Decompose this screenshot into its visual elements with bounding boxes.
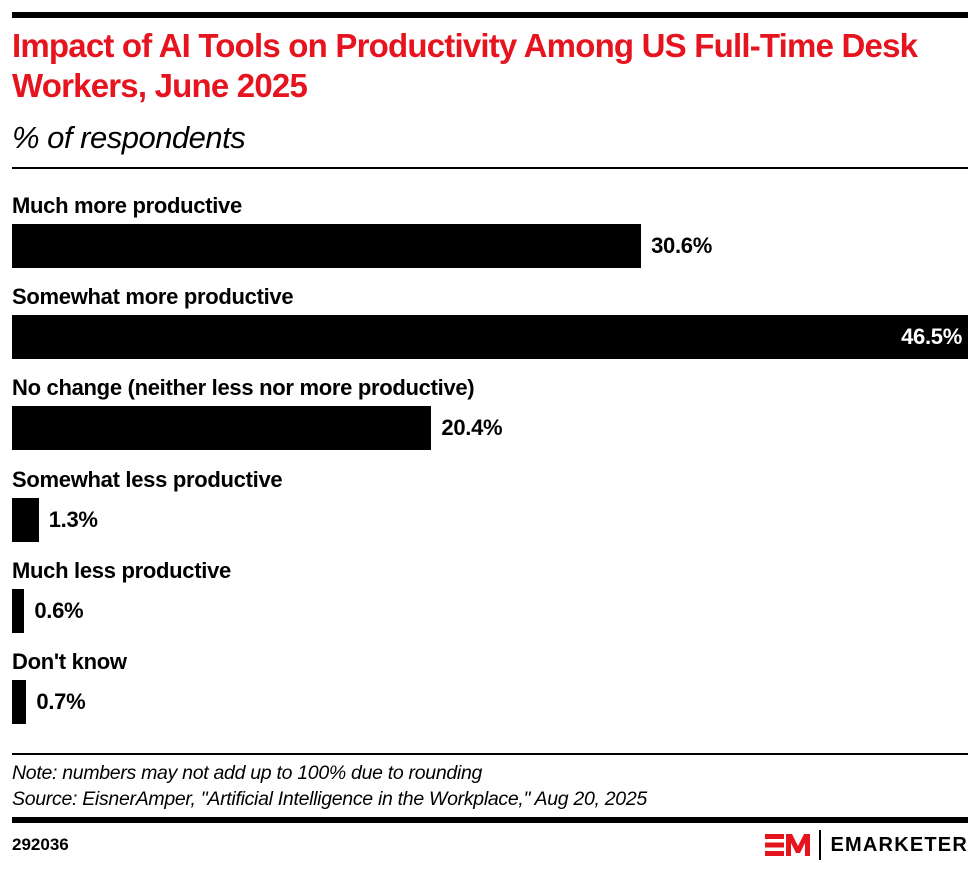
bar [12,224,642,268]
source-text: Source: EisnerAmper, "Artificial Intelli… [12,788,647,810]
bar-row: Somewhat more productive 46.5% [12,277,968,368]
bar [12,680,27,724]
category-label: Somewhat more productive [12,284,294,310]
data-label: 0.6% [34,597,84,623]
category-label: Somewhat less productive [12,466,283,492]
chart-subtitle: % of respondents [12,120,246,155]
data-label: 20.4% [441,415,503,441]
bar [12,406,432,451]
category-label: Much less productive [12,557,231,583]
bar-row: Much more productive 30.6% [12,186,968,277]
category-label: Don't know [12,649,127,674]
chart-id: 292036 [12,835,69,854]
category-label: Much more productive [12,193,242,218]
bar [12,588,25,633]
category-label: No change (neither less nor more product… [12,375,475,401]
bar [12,315,968,360]
bar [12,497,39,542]
em-logo-icon [765,834,811,856]
note-rule [12,753,968,755]
data-label: 30.6% [651,233,712,258]
chart-title: Impact of AI Tools on Productivity Among… [12,27,918,104]
bar-row: No change (neither less nor more product… [12,368,968,459]
brand-name: EMARKETER [830,834,968,856]
bar-row: Somewhat less productive 1.3% [12,460,968,551]
top-rule [12,12,968,18]
bottom-rule [12,817,968,823]
header-rule [12,167,968,169]
bar-row: Much less productive 0.6% [12,551,968,642]
data-label: 1.3% [48,506,98,532]
data-label: 0.7% [36,689,86,714]
footnote: Note: numbers may not add up to 100% due… [12,760,647,812]
logo-separator [819,830,821,860]
bar-row: Don't know 0.7% [12,642,968,733]
emarketer-logo: EMARKETER [765,829,968,861]
note-text: Note: numbers may not add up to 100% due… [12,762,483,784]
data-label: 46.5% [901,324,962,350]
